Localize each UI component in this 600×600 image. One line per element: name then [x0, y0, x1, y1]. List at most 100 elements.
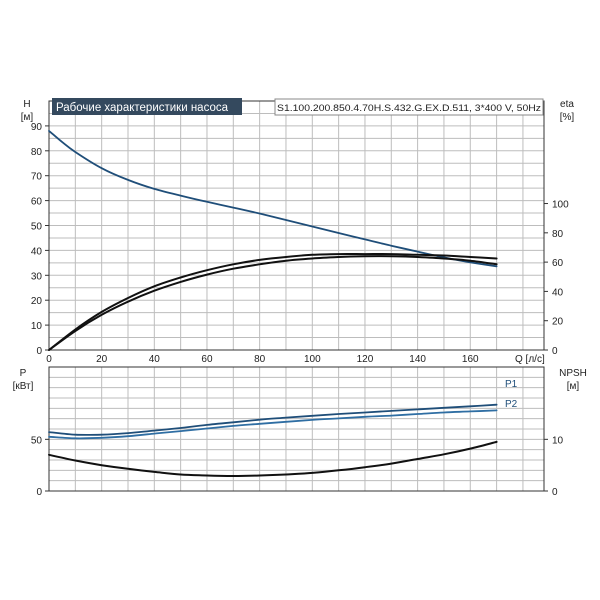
bottom-series-1-point — [153, 433, 155, 435]
top-series-0-point — [206, 201, 208, 203]
top-series-1-point — [390, 255, 392, 257]
top-series-0-point — [61, 141, 63, 143]
top-series-2-point — [417, 254, 419, 256]
top-series-1-point — [259, 263, 261, 265]
head-tick-label: 40 — [31, 246, 43, 257]
eta-axis-label: eta — [560, 99, 574, 110]
head-tick-label: 10 — [31, 321, 43, 332]
top-series-0-point — [390, 245, 392, 247]
x-tick-label: 60 — [201, 354, 213, 365]
x-tick-label: 140 — [409, 354, 426, 365]
npsh-axis-label: NPSH — [559, 368, 587, 379]
head-tick-label: 20 — [31, 296, 43, 307]
head-axis-label: H — [23, 99, 30, 110]
bottom-series-1-point — [443, 412, 445, 413]
bottom-series-0-point — [206, 424, 208, 426]
top-series-1-point — [311, 258, 313, 259]
bottom-series-1-point — [232, 425, 234, 427]
x-tick-label: 20 — [96, 354, 108, 365]
power-tick-label: 0 — [36, 487, 42, 498]
top-series-0-point — [127, 179, 129, 181]
bottom-series-2-point — [206, 475, 208, 476]
bottom-series-1-point — [311, 419, 313, 421]
top-series-1-point — [496, 263, 498, 265]
bottom-series-2-point — [338, 469, 340, 471]
bottom-series-1-point — [101, 437, 103, 439]
bottom-series-2-point — [232, 475, 234, 477]
top-series-1-point — [469, 260, 471, 262]
eta-tick-label: 100 — [552, 200, 569, 211]
bottom-series-0-point — [48, 431, 50, 433]
head-tick-label: 0 — [36, 346, 42, 357]
bottom-series-2-point — [153, 471, 155, 473]
bottom-series-2-point — [469, 448, 471, 450]
bottom-series-0-line — [48, 403, 498, 436]
eta-tick-label: 80 — [552, 229, 564, 240]
top-series-0-point — [232, 207, 234, 209]
power-axis-unit: [кВт] — [13, 381, 34, 392]
top-series-0-point — [153, 188, 155, 190]
bottom-series-1-point — [417, 413, 419, 415]
head-tick-label: 60 — [31, 197, 43, 208]
bottom-series-0-point — [417, 408, 419, 410]
bottom-series-0-point — [311, 415, 313, 417]
bottom-series-0-point — [101, 434, 103, 436]
x-tick-label: 120 — [357, 354, 374, 365]
top-series-2-point — [180, 277, 182, 278]
top-series-2-point — [259, 259, 261, 261]
bottom-series-0-point — [232, 421, 234, 423]
top-series-2-line — [48, 253, 498, 351]
top-series-1-point — [127, 301, 129, 303]
bottom-series-2-point — [311, 472, 313, 474]
top-series-2-point — [48, 349, 50, 351]
p2-label: P2 — [505, 399, 518, 410]
title-box — [52, 98, 242, 115]
top-series-0-point — [259, 213, 261, 214]
top-series-1-point — [153, 290, 155, 292]
eta-tick-label: 60 — [552, 258, 564, 269]
bottom-series-1-point — [48, 436, 50, 438]
bottom-series-1-point — [259, 423, 261, 425]
top-series-0-point — [417, 251, 419, 253]
top-series-0-point — [364, 238, 366, 240]
eta-tick-label: 0 — [552, 346, 558, 357]
top-series-0-point — [338, 232, 340, 234]
bottom-series-2-point — [48, 454, 50, 456]
bottom-series-2-point — [127, 468, 129, 470]
top-series-2-point — [285, 256, 287, 258]
npsh-tick-label: 0 — [552, 487, 558, 498]
bottom-series-1-point — [469, 410, 471, 412]
power-axis-label: P — [20, 368, 27, 379]
npsh-axis-unit: [м] — [567, 381, 580, 392]
top-series-0-point — [311, 226, 313, 227]
bottom-series-0-point — [443, 407, 445, 409]
bottom-series-0-point — [390, 410, 392, 412]
bottom-series-0-point — [127, 432, 129, 434]
top-series-1-point — [443, 258, 445, 259]
bottom-series-2-point — [417, 458, 419, 460]
bottom-series-1-point — [127, 435, 129, 437]
bottom-series-1-point — [496, 409, 498, 411]
top-series-2-point — [469, 256, 471, 258]
bottom-series-1-line — [48, 409, 498, 440]
bottom-series-1-point — [206, 428, 208, 429]
top-series-0-point — [74, 151, 76, 153]
top-grid — [49, 101, 544, 350]
top-series-2-point — [311, 254, 313, 256]
x-tick-label: 100 — [304, 354, 321, 365]
bottom-series-2-point — [364, 466, 366, 468]
top-series-0-point — [48, 130, 50, 132]
top-series-1-point — [232, 268, 234, 270]
x-tick-label: 0 — [46, 354, 52, 365]
top-series-2-point — [232, 263, 234, 265]
bottom-series-0-point — [285, 417, 287, 419]
top-series-1-point — [101, 314, 103, 316]
chart-title: Рабочие характеристики насоса — [56, 102, 229, 114]
bottom-grid — [49, 367, 544, 491]
top-series-2-point — [101, 311, 103, 313]
top-series-1-point — [364, 255, 366, 257]
power-tick-label: 50 — [31, 435, 43, 446]
bottom-series-1-point — [74, 437, 76, 439]
bottom-series-0-point — [469, 405, 471, 407]
